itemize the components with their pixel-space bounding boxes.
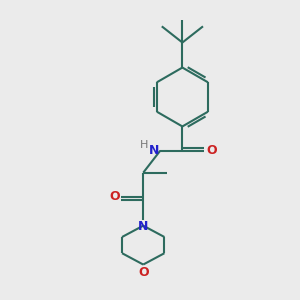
Text: O: O [109,190,120,203]
Text: O: O [138,266,148,279]
Text: H: H [140,140,148,150]
Text: N: N [149,144,159,157]
Text: O: O [206,144,217,157]
Text: N: N [138,220,148,233]
